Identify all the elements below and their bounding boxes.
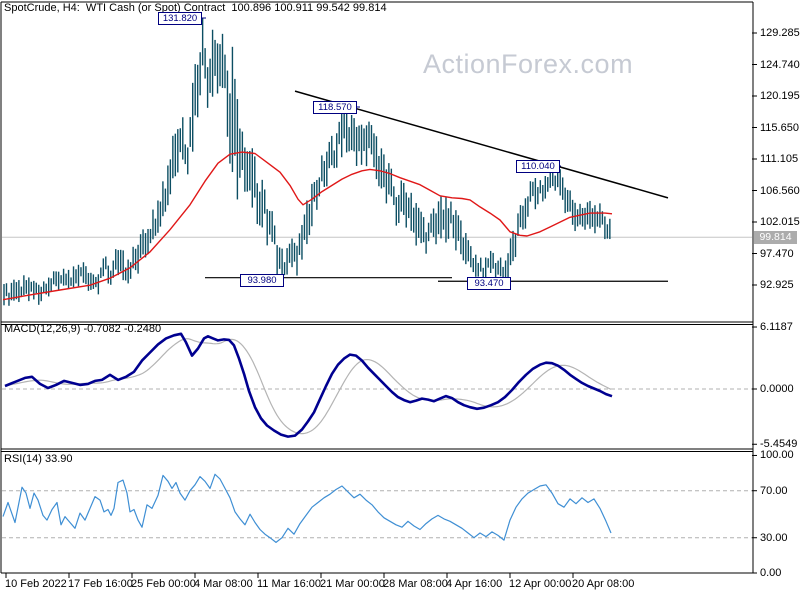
price-axis-label: 92.925	[760, 279, 794, 291]
price-axis-label: 102.015	[760, 216, 800, 228]
macd-axis-label: -5.4549	[760, 438, 798, 451]
time-axis-label: 4 Mar 08:00	[194, 578, 253, 590]
rsi-indicator-label: RSI(14) 33.90	[4, 453, 73, 465]
price-bars	[3, 18, 611, 306]
time-axis-label: 21 Mar 00:00	[320, 578, 385, 590]
rsi-axis-label: 0.00	[760, 567, 782, 579]
price-annotation: 93.470	[467, 277, 511, 290]
rsi-line	[2, 473, 612, 544]
macd-main-line	[4, 332, 613, 438]
time-axis-label: 25 Feb 00:00	[131, 578, 196, 590]
panel-borders	[0, 1, 754, 574]
price-axis-label: 124.740	[760, 58, 800, 71]
macd-indicator-label: MACD(12,26,9) -0.7082 -0.2480	[4, 323, 162, 335]
price-axis-label: 115.650	[760, 121, 799, 134]
trendline	[294, 90, 669, 199]
dashed-gridlines	[2, 388, 752, 539]
time-axis-label: 10 Feb 2022	[5, 578, 67, 590]
watermark: ActionForex.com	[423, 49, 634, 79]
price-annotation: 93.980	[240, 274, 284, 287]
time-axis-label: 12 Apr 00:00	[509, 578, 572, 590]
rsi-axis-label: 100.00	[760, 449, 794, 462]
price-axis-label: 97.470	[760, 247, 794, 260]
price-axis-label: 129.285	[760, 27, 800, 39]
macd-axis-label: 6.1187	[760, 321, 793, 334]
macd-signal-line	[4, 338, 612, 435]
axis-ticks	[5, 17, 757, 578]
rsi-axis-label: 70.00	[760, 484, 788, 497]
price-axis-label: 120.195	[760, 90, 800, 102]
price-annotation: 110.040	[516, 160, 560, 173]
time-axis-label: 11 Mar 16:00	[257, 578, 322, 590]
time-axis-label: 20 Apr 08:00	[572, 578, 635, 590]
price-axis-label: 111.105	[760, 153, 799, 165]
chart-title: SpotCrude, H4: WTI Cash (or Spot) Contra…	[4, 2, 387, 14]
current-price-badge: 99.814	[754, 231, 797, 244]
time-axis-label: 28 Mar 08:00	[383, 578, 448, 590]
ma-line	[2, 151, 613, 301]
price-annotation: 131.820	[158, 12, 202, 25]
time-axis-label: 17 Feb 16:00	[68, 578, 133, 590]
price-axis-label: 106.560	[760, 184, 800, 197]
macd-axis-label: 0.0000	[760, 383, 794, 395]
time-axis-label: 4 Apr 16:00	[446, 578, 503, 590]
price-annotation: 118.570	[313, 101, 357, 114]
rsi-axis-label: 30.00	[760, 531, 788, 544]
